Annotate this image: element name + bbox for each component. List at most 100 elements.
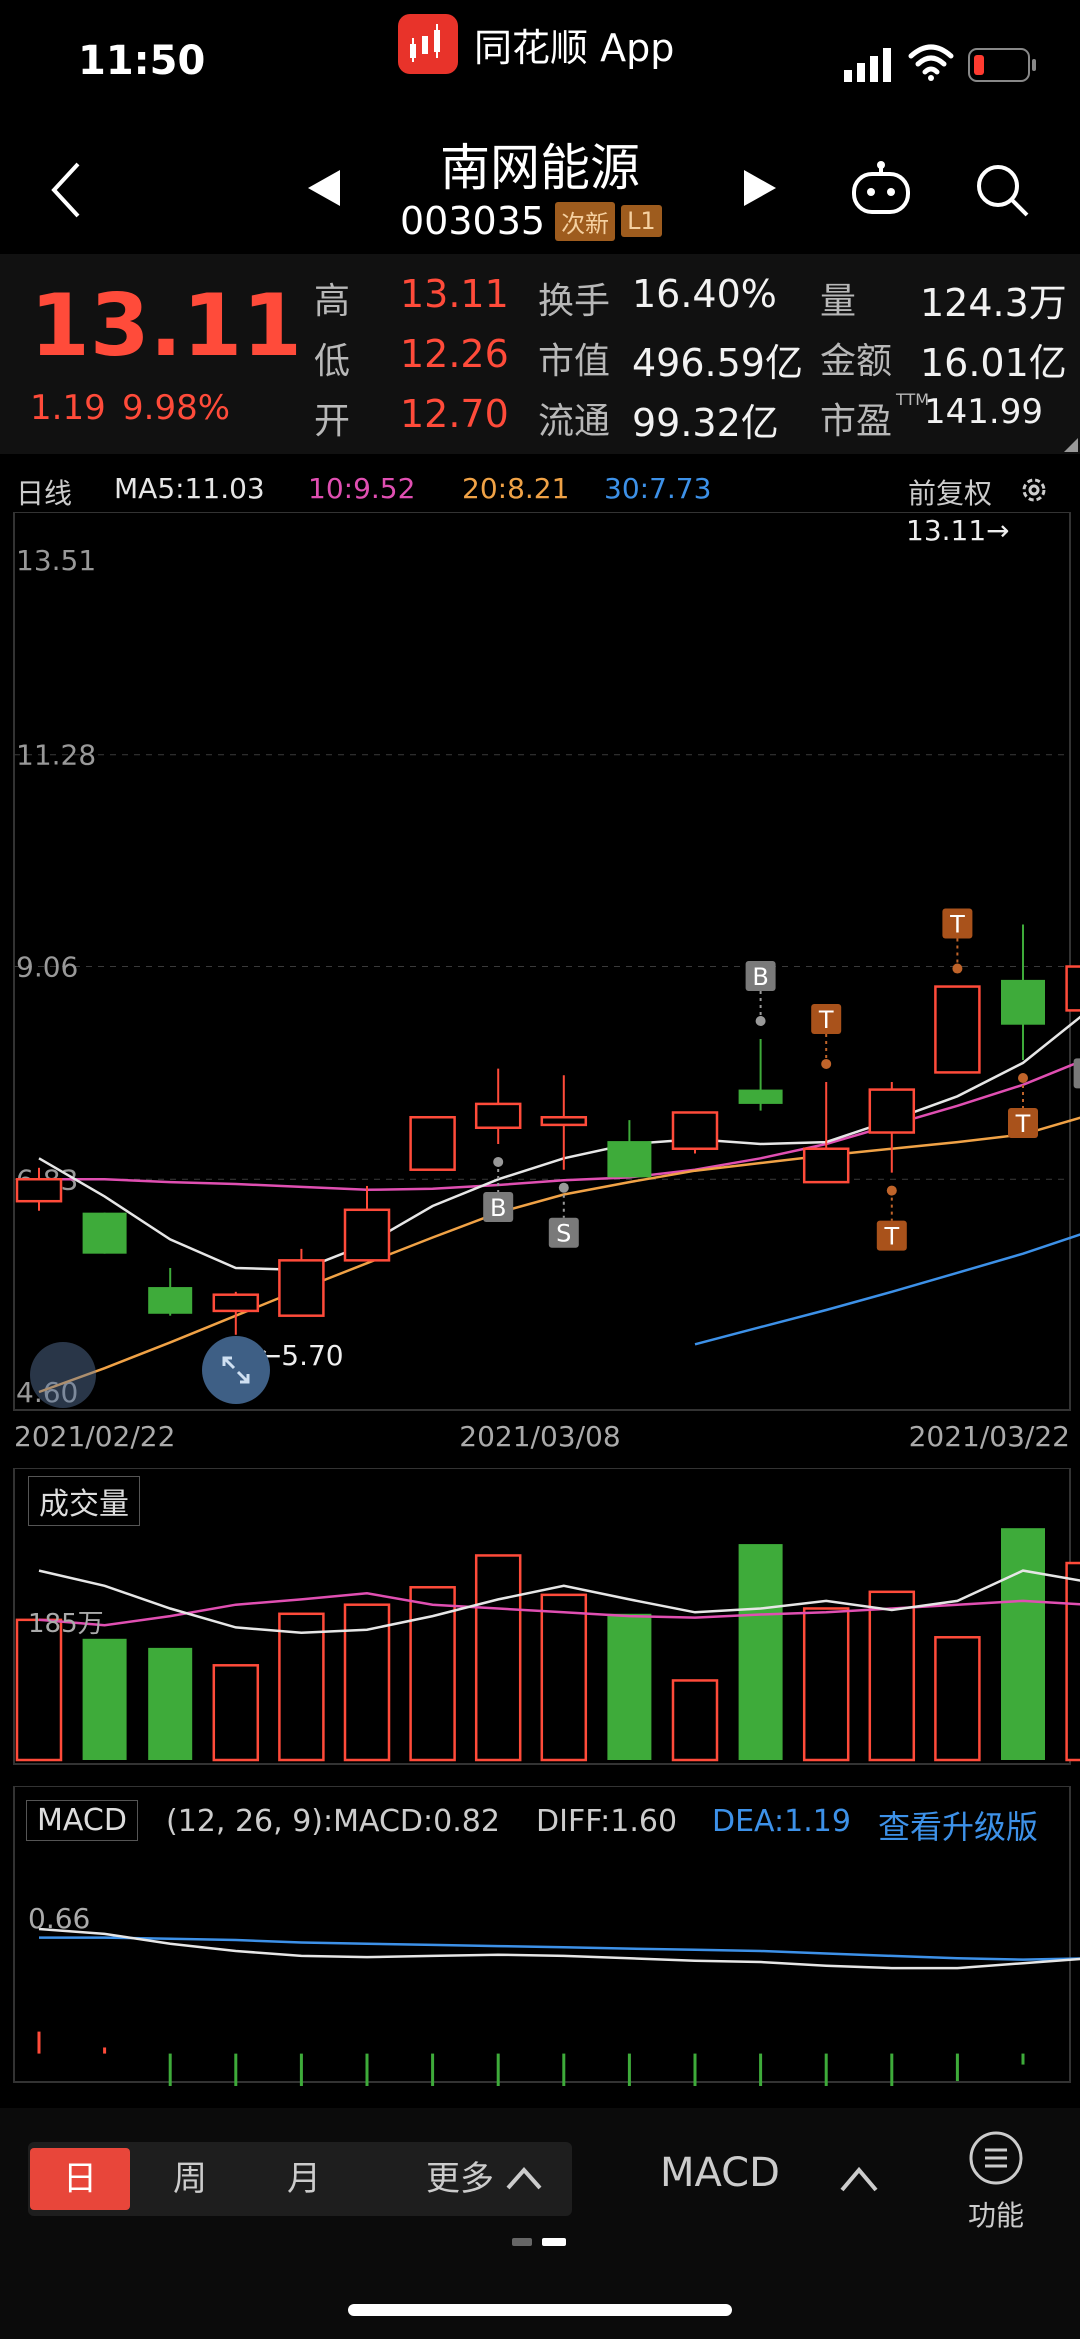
- tag-new: 次新: [555, 201, 616, 241]
- period-tabs: 日 周 月 更多: [28, 2142, 572, 2216]
- robot-icon[interactable]: [850, 160, 912, 216]
- quote-value: 16.01亿: [920, 341, 1067, 385]
- candle-body: [82, 1212, 127, 1254]
- chevron-up-icon: [506, 2166, 542, 2190]
- signal-dot: [886, 1185, 897, 1196]
- signal-dot: [821, 1058, 832, 1069]
- signal-badge: [942, 908, 973, 939]
- volume-bar: [15, 1618, 63, 1762]
- function-button[interactable]: 功能: [956, 2130, 1036, 2232]
- volume-bar: [343, 1603, 391, 1762]
- volume-ref-label: 185万: [28, 1609, 104, 1639]
- candle-body: [474, 1102, 522, 1129]
- prev-stock-icon[interactable]: [306, 168, 342, 208]
- date-label: 2021/02/22: [14, 1420, 175, 1450]
- ma30-label: 30:7.73: [604, 472, 712, 505]
- quote-value: 13.11: [400, 272, 509, 316]
- period-label: 日线: [16, 477, 73, 510]
- stock-name: 南网能源: [440, 139, 640, 197]
- app-label: 同花顺 App: [474, 25, 675, 70]
- volume-bar: [82, 1638, 127, 1760]
- date-label: 2021/03/08: [459, 1420, 620, 1450]
- quote-label: 流通: [538, 401, 611, 442]
- volume-bar: [868, 1590, 916, 1762]
- zoom-in-button[interactable]: [30, 1342, 96, 1408]
- stock-code: 003035: [400, 199, 546, 243]
- quote-label: 换手: [538, 281, 611, 322]
- indicator-label: MACD: [660, 2150, 780, 2196]
- dea-line: [39, 1936, 1080, 1961]
- macd-dea: DEA:1.19: [712, 1804, 851, 1839]
- candle-body: [607, 1141, 652, 1178]
- signal-badge: [548, 1217, 579, 1248]
- expand-corner-icon[interactable]: [1064, 438, 1078, 452]
- tab-day[interactable]: 日: [30, 2148, 130, 2210]
- ma30-line: [694, 1233, 1080, 1346]
- date-label: 2021/03/22: [909, 1420, 1070, 1450]
- tab-more[interactable]: 更多: [426, 2148, 572, 2210]
- quote-value: 141.99: [924, 392, 1043, 432]
- kline-frame: [13, 512, 1071, 1411]
- candle-body: [868, 1088, 916, 1134]
- app-logo-icon: [398, 14, 458, 74]
- menu-circle-icon: [969, 2131, 1023, 2185]
- high-price-label: 13.11→: [906, 514, 1010, 547]
- ma5-line: [38, 1015, 1080, 1272]
- volume-ma-pink: [38, 1592, 1080, 1627]
- expand-button[interactable]: [202, 1336, 270, 1404]
- tab-more-label: 更多: [426, 2159, 494, 2199]
- back-icon[interactable]: [46, 160, 86, 220]
- macd-params: (12, 26, 9):MACD:0.82: [166, 1804, 500, 1839]
- quote-panel: 13.11 1.19 9.98% 高 13.11 换手 16.40% 量 124.3万低 1…: [0, 254, 1080, 454]
- candle-body: [802, 1147, 850, 1184]
- quote-label: 低: [314, 341, 351, 382]
- signal-label: B: [490, 1194, 506, 1222]
- quote-value: 99.32亿: [632, 401, 779, 445]
- search-icon[interactable]: [974, 162, 1030, 218]
- y-axis-label: 9.06: [16, 951, 78, 984]
- candle-body: [738, 1089, 783, 1104]
- quote-label: 高: [314, 281, 351, 322]
- adjust-label[interactable]: 前复权: [908, 477, 993, 510]
- ma10-line: [39, 1060, 1080, 1192]
- quote-value: 124.3万: [920, 281, 1067, 325]
- signal-dot: [952, 963, 963, 974]
- macd-legend: MACD (12, 26, 9):MACD:0.82 DIFF:1.60 DEA…: [26, 1800, 1066, 1846]
- volume-bar: [474, 1554, 522, 1762]
- quote-value: 16.40%: [632, 272, 777, 316]
- volume-bar: [738, 1544, 783, 1760]
- volume-title: 成交量: [28, 1476, 140, 1526]
- page-dot: [512, 2238, 532, 2246]
- candle-body: [1065, 965, 1080, 1012]
- home-indicator: [348, 2304, 732, 2316]
- candle-body: [409, 1116, 456, 1171]
- volume-chart[interactable]: 185万: [0, 1468, 1080, 1768]
- volume-bar: [671, 1679, 719, 1762]
- kline-chart[interactable]: 13.5111.289.066.834.60BSBTTTTST13.11→←5.…: [0, 512, 1080, 1450]
- diff-line: [38, 1927, 1080, 1970]
- macd-upgrade-link[interactable]: 查看升级版: [878, 1808, 1039, 1846]
- kline-legend: 日线 MA5:11.03 10:9.52 20:8.21 30:7.73 前复权: [16, 472, 1066, 512]
- ttm-superscript: TTM: [896, 390, 930, 409]
- volume-bar: [278, 1612, 325, 1762]
- tab-month[interactable]: 月: [287, 2159, 321, 2199]
- app-pill[interactable]: 同花顺 App: [398, 14, 674, 74]
- tag-level: L1: [621, 205, 662, 237]
- signal-badge: [811, 1003, 842, 1034]
- quote-label: 金额: [820, 341, 893, 382]
- tab-week[interactable]: 周: [173, 2159, 207, 2199]
- signal-label: S: [556, 1220, 571, 1248]
- current-price: 13.11: [30, 276, 303, 376]
- bottom-toolbar: 日 周 月 更多 MACD 功能: [0, 2108, 1080, 2339]
- indicator-selector[interactable]: MACD: [660, 2150, 900, 2212]
- next-stock-icon[interactable]: [742, 168, 778, 208]
- candle-body: [212, 1293, 260, 1313]
- gear-icon[interactable]: [1018, 474, 1050, 506]
- ma5-label: MA5:11.03: [114, 472, 265, 505]
- signal-label: T: [949, 911, 965, 939]
- volume-bar: [607, 1613, 652, 1760]
- signal-badge: [1073, 1058, 1080, 1089]
- status-bar: 11:50 同花顺 App: [0, 0, 1080, 120]
- signal-badge: [483, 1191, 514, 1222]
- macd-chart[interactable]: 0.66: [0, 1786, 1080, 2086]
